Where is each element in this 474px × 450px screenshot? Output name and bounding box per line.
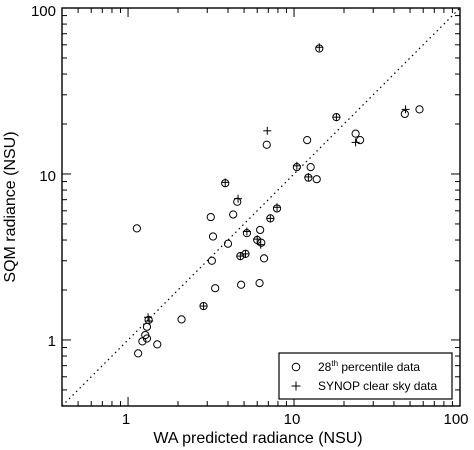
- percentile-point-13: [211, 284, 220, 293]
- percentile-point-12: [208, 232, 218, 241]
- percentile-point-0: [132, 224, 141, 233]
- y-tick-label-100: 100: [31, 3, 56, 20]
- y-tick-label-10: 10: [39, 168, 56, 185]
- synop-point-7: [242, 227, 251, 236]
- y-axis-label: SQM radiance (NSU): [2, 131, 19, 282]
- percentile-point-1: [134, 349, 143, 358]
- synop-point-12: [273, 203, 282, 212]
- percentile-point-31: [303, 135, 312, 145]
- data-points: [132, 43, 424, 358]
- percentile-point-27: [262, 140, 271, 149]
- synop-point-15: [315, 43, 324, 52]
- synop-point-6: [241, 249, 250, 258]
- y-tick-label-1: 1: [48, 333, 56, 350]
- percentile-point-24: [256, 225, 265, 235]
- percentile-point-8: [177, 315, 186, 324]
- percentile-point-7: [153, 340, 162, 349]
- x-tick-label-100: 100: [443, 411, 468, 428]
- synop-point-13: [292, 161, 301, 170]
- synop-point-5: [236, 252, 245, 261]
- percentile-point-5: [142, 334, 152, 343]
- percentile-point-16: [229, 210, 238, 219]
- synop-point-1: [145, 317, 154, 326]
- legend-box: [278, 352, 453, 400]
- legend-label-synop: SYNOP clear sky data: [318, 379, 437, 393]
- legend-circle-marker: [291, 362, 301, 372]
- synop-point-0: [144, 313, 153, 322]
- percentile-point-19: [237, 280, 246, 289]
- percentile-point-15: [223, 239, 233, 248]
- synop-point-18: [401, 105, 410, 114]
- legend-label-percentile: 28th percentile data: [318, 359, 420, 374]
- identity-reference-line: [61, 7, 461, 407]
- synop-point-11: [266, 214, 275, 223]
- synop-point-16: [332, 113, 341, 122]
- axis-ticks: [61, 7, 461, 407]
- percentile-point-10: [206, 212, 215, 222]
- synop-point-17: [351, 138, 360, 147]
- legend: 28th percentile data SYNOP clear sky dat…: [278, 352, 453, 400]
- synop-point-2: [199, 302, 208, 311]
- percentile-point-23: [255, 279, 264, 288]
- x-tick-label-1: 1: [122, 411, 130, 428]
- percentile-point-40: [415, 105, 424, 114]
- x-tick-label-10: 10: [284, 411, 301, 428]
- synop-point-10: [263, 126, 272, 135]
- synop-point-3: [221, 178, 230, 187]
- synop-point-9: [256, 240, 265, 249]
- percentile-point-38: [355, 135, 365, 145]
- synop-point-8: [253, 235, 262, 244]
- legend-plus-marker: [291, 381, 301, 391]
- percentile-point-26: [259, 254, 269, 263]
- percentile-point-34: [312, 175, 321, 184]
- percentile-point-39: [400, 109, 409, 119]
- synop-point-4: [234, 194, 243, 203]
- percentile-point-11: [207, 256, 216, 265]
- x-axis-label: WA predicted radiance (NSU): [153, 430, 362, 447]
- synop-point-14: [304, 172, 313, 181]
- percentile-point-17: [233, 197, 242, 206]
- plot-frame: [61, 7, 461, 407]
- percentile-point-37: [351, 129, 360, 138]
- percentile-point-6: [144, 315, 153, 325]
- reference-line-group: [61, 7, 461, 407]
- percentile-point-33: [306, 163, 315, 172]
